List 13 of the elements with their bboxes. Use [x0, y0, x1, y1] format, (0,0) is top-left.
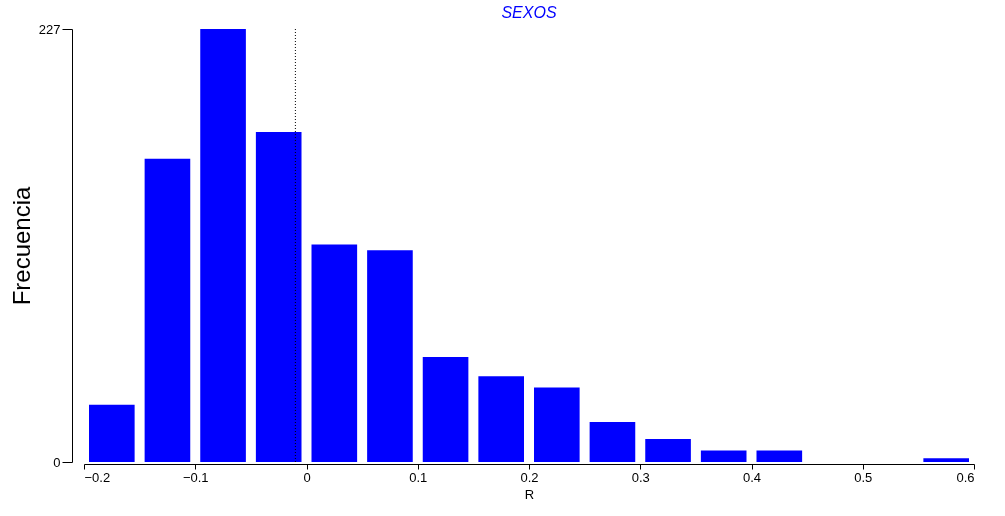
x-tick-label: 0.2	[520, 469, 539, 485]
x-tick-label: 0.3	[631, 469, 650, 485]
x-tick-label: 0.4	[742, 469, 762, 485]
x-tick-label: −0.2	[84, 469, 111, 485]
y-tick-label: 227	[38, 21, 61, 37]
x-tick-label: 0.1	[409, 469, 428, 485]
y-axis-title: Frecuencia	[7, 185, 35, 306]
x-tick-label: 0.5	[854, 469, 873, 485]
x-tick-label: −0.1	[182, 469, 209, 485]
x-tick-label: 0	[303, 469, 311, 485]
chart-title: SEXOS	[501, 4, 557, 21]
x-tick-label: 0.6	[956, 469, 975, 485]
x-axis-title: R	[524, 486, 535, 502]
